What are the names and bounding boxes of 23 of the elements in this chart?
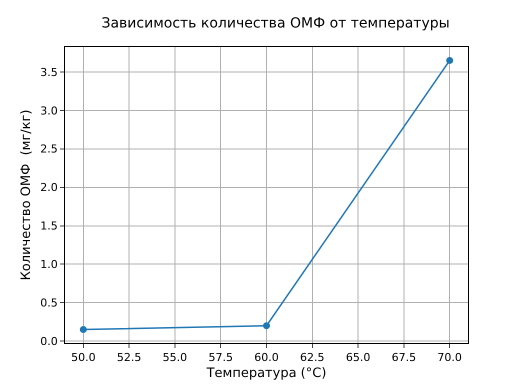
y-tick-label: 1.0: [40, 258, 58, 272]
x-axis-title: Температура (°C): [206, 366, 326, 381]
x-tick-label: 62.5: [300, 351, 325, 364]
y-tick-label: 1.5: [40, 220, 58, 233]
y-tick-label: 2.0: [40, 181, 58, 194]
y-tick-label: 0.0: [40, 334, 58, 348]
point: [263, 322, 270, 330]
x-tick-label: 67.5: [392, 351, 416, 364]
x-tick-label: 50.0: [71, 351, 96, 364]
x-tick-label: 57.5: [208, 351, 233, 364]
y-tick-label: 2.5: [40, 142, 58, 156]
x-tick-label: 60.0: [254, 351, 279, 364]
y-tick-label: 3.5: [40, 66, 58, 79]
x-tick-label: 70.0: [437, 351, 462, 364]
y-tick-label: 0.5: [40, 296, 58, 310]
chart-title: Зависимость количества ОМФ от температуры: [102, 15, 450, 32]
point: [446, 56, 454, 64]
point: [80, 326, 87, 334]
y-axis-title: Количество ОМФ (мг/кг): [19, 110, 34, 280]
x-tick-label: 52.5: [116, 351, 142, 364]
y-tick-label: 3.0: [40, 104, 58, 118]
x-tick-label: 65.0: [346, 351, 370, 364]
x-tick-label: 55.0: [162, 351, 188, 364]
